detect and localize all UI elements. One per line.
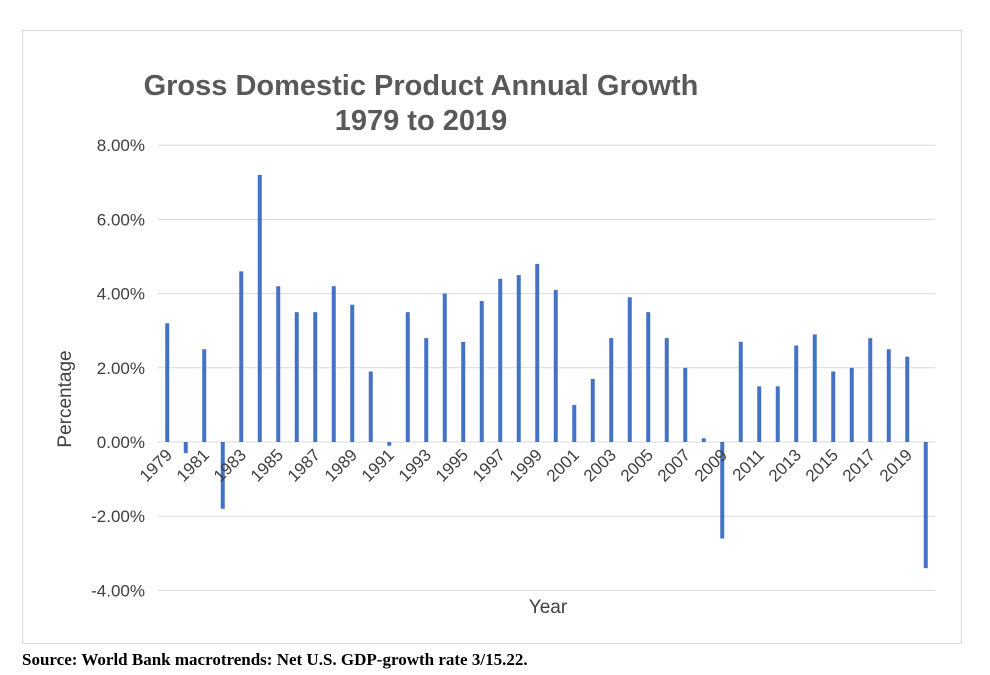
x-axis-tick-labels: 1979198119831985198719891991199319951997… [136,445,916,485]
chart-frame: Gross Domestic Product Annual Growth 197… [22,30,962,644]
source-note: Source: World Bank macrotrends: Net U.S.… [22,650,528,669]
bar [609,338,614,442]
bar [738,341,743,442]
y-tick-label: -4.00% [91,581,145,600]
y-tick-label: -2.00% [91,507,145,526]
x-tick-label: 1981 [173,445,213,485]
y-tick-label: 2.00% [97,359,145,378]
bar [405,312,410,442]
bar [183,442,188,454]
x-tick-label: 1985 [247,445,287,485]
x-tick-label: 2007 [654,445,694,485]
bar [535,263,540,442]
bar [831,371,836,442]
x-tick-label: 2001 [543,445,583,485]
x-tick-label: 1987 [284,445,324,485]
x-tick-label: 2017 [839,445,879,485]
bar [905,356,910,442]
y-tick-label: 0.00% [97,433,145,452]
bar [812,334,817,442]
bar [590,378,595,442]
bar [387,442,392,446]
bar [294,312,299,442]
x-axis-title: Year [529,597,568,618]
x-tick-label: 1991 [358,445,398,485]
y-tick-label: 4.00% [97,285,145,304]
bar [239,271,244,442]
bar [849,367,854,442]
bar [276,286,281,442]
bar [313,312,318,442]
bar [794,345,799,442]
gridlines [158,144,935,591]
x-tick-label: 1993 [395,445,435,485]
x-tick-label: 2003 [580,445,620,485]
bar [923,442,928,569]
bar [257,174,262,442]
x-tick-label: 1989 [321,445,361,485]
bar [886,349,891,442]
bar [553,289,558,442]
bar [775,386,780,442]
bar [868,338,873,442]
bar [424,338,429,442]
bar [757,386,762,442]
y-tick-label: 6.00% [97,210,145,229]
y-tick-label: 8.00% [97,136,145,155]
bar [664,338,669,442]
chart-title-line-2: 1979 to 2019 [335,105,508,137]
bar [646,312,651,442]
x-tick-label: 2013 [765,445,805,485]
bar [516,275,521,442]
x-tick-label: 2015 [802,445,842,485]
bar [572,404,577,442]
bar [165,323,170,442]
x-tick-label: 1983 [210,445,250,485]
gdp-growth-chart: Gross Domestic Product Annual Growth 197… [55,70,935,618]
bar [220,442,225,509]
x-tick-label: 1995 [432,445,472,485]
bar [368,371,373,442]
bar [350,304,355,442]
x-tick-label: 2009 [691,445,731,485]
bar [498,278,503,442]
bar [461,341,466,442]
y-axis-tick-labels: 8.00% 6.00% 4.00% 2.00% 0.00% -2.00% -4.00% [91,136,145,600]
bar [202,349,207,442]
y-axis-title: Percentage [55,350,76,447]
x-tick-label: 2019 [876,445,916,485]
x-tick-label: 1999 [506,445,546,485]
bars [165,174,928,569]
bar [479,301,484,442]
bar [683,367,688,442]
chart-title-line-1: Gross Domestic Product Annual Growth [144,70,699,102]
bar [720,442,725,539]
bar [442,293,447,442]
bar [701,438,706,442]
x-tick-label: 2005 [617,445,657,485]
x-tick-label: 2011 [729,445,768,484]
bar [331,286,336,442]
x-tick-label: 1997 [469,445,509,485]
bar [627,297,632,442]
